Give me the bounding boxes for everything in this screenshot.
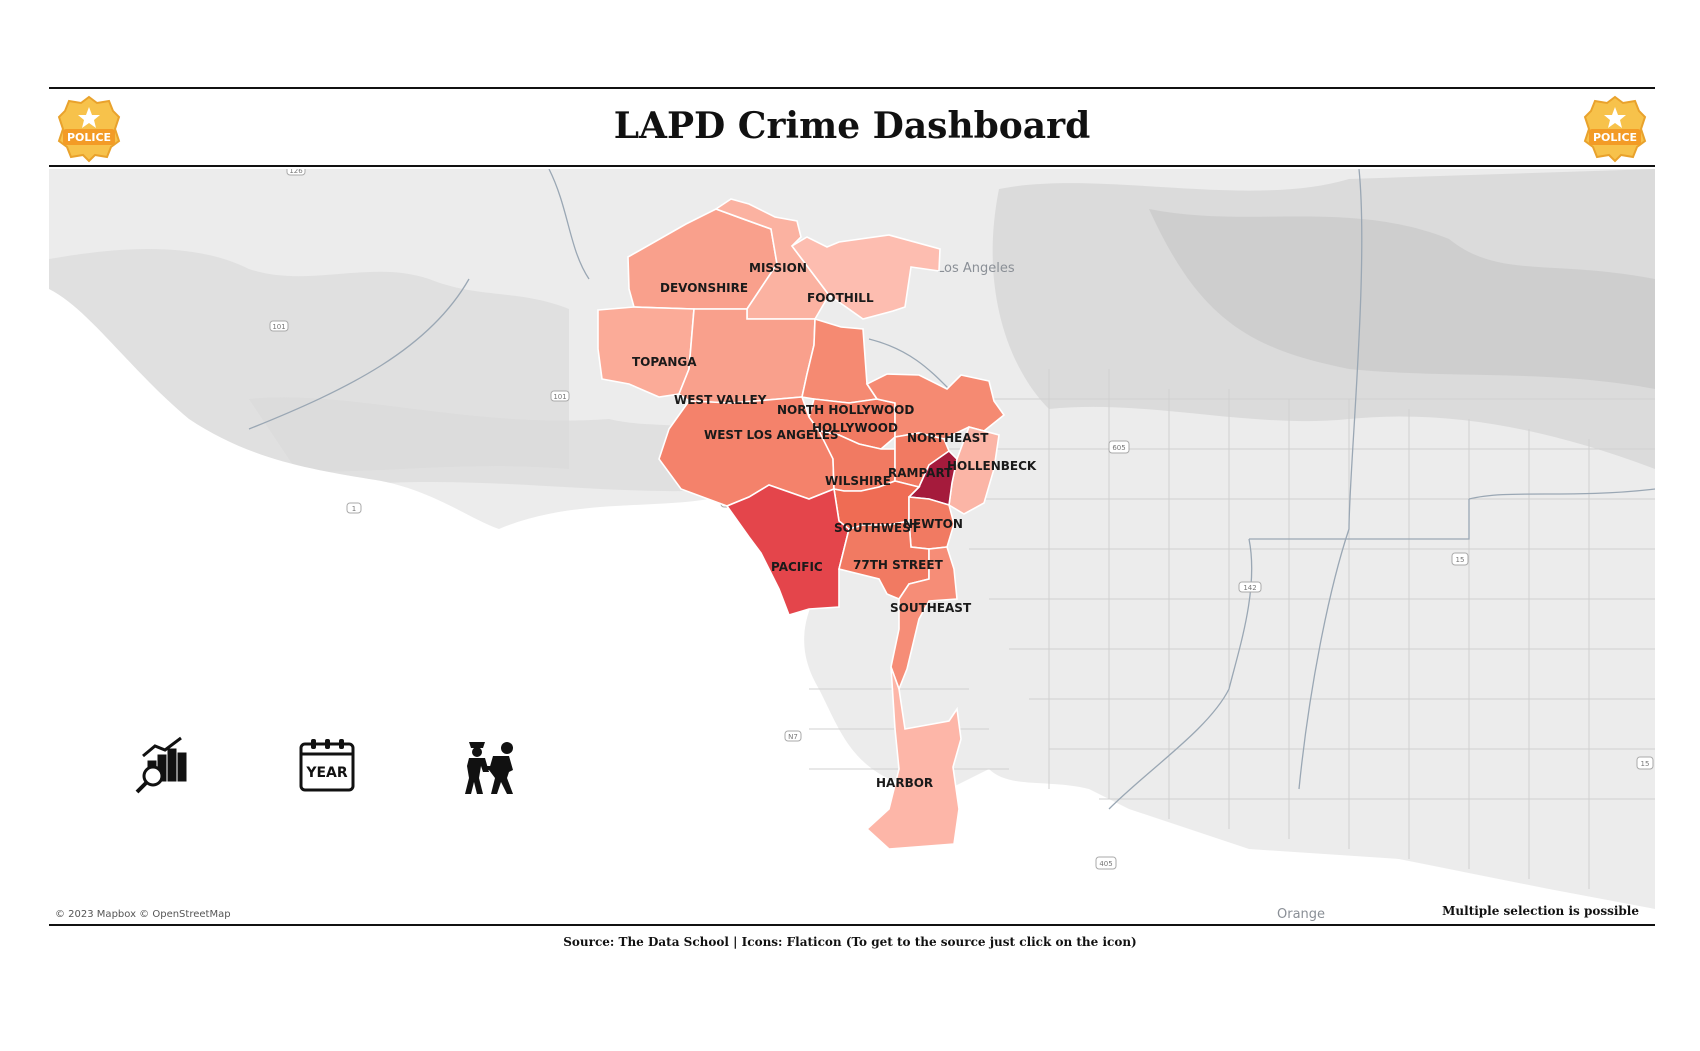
district-label: TOPANGA	[632, 355, 697, 369]
district-label: FOOTHILL	[807, 291, 874, 305]
district-label: NORTHEAST	[907, 431, 989, 445]
highway-shield: 405	[1099, 860, 1112, 868]
analytics-icon[interactable]	[133, 736, 193, 796]
district-label: SOUTHWEST	[834, 521, 920, 535]
district-label: WEST LOS ANGELES	[704, 428, 839, 442]
district-label: NORTH HOLLYWOOD	[777, 403, 914, 417]
badge-text: POLICE	[67, 131, 111, 144]
highway-shield: 605	[1112, 444, 1125, 452]
badge-text: POLICE	[1593, 131, 1637, 144]
highway-shield: 142	[1243, 584, 1256, 592]
district-southeast[interactable]	[890, 546, 958, 692]
district-label: 77TH STREET	[853, 558, 944, 572]
police-arrest-icon[interactable]	[459, 736, 519, 796]
county-boundaries	[248, 169, 1655, 810]
district-label: RAMPART	[888, 466, 953, 480]
highway-shield: 101	[272, 323, 285, 331]
page-title: LAPD Crime Dashboard	[613, 105, 1091, 147]
district-label: WEST VALLEY	[674, 393, 767, 407]
dashboard-header: POLICE LAPD Crime Dashboard POLICE	[49, 87, 1655, 167]
highway-shield: 15	[1456, 556, 1465, 564]
district-harbor[interactable]	[865, 666, 962, 850]
terrain-santa-monica	[249, 397, 729, 492]
district-label: HOLLYWOOD	[812, 421, 898, 435]
district-label: PACIFIC	[771, 560, 823, 574]
map-canvas[interactable]: Los Angeles Orange 126 101 101 1 10 605 …	[49, 169, 1655, 926]
district-west-valley[interactable]	[678, 308, 816, 404]
district-label: HOLLENBECK	[947, 459, 1037, 473]
district-foothill[interactable]	[790, 234, 941, 320]
highway-shield: 101	[553, 393, 566, 401]
highway-shield: 126	[289, 169, 303, 175]
highway-shield: 1	[352, 505, 356, 513]
highway-shield: 15	[1641, 760, 1650, 768]
place-label: Los Angeles	[937, 261, 1015, 276]
year-icon-text: YEAR	[305, 765, 348, 781]
source-footer[interactable]: Source: The Data School | Icons: Flatico…	[563, 935, 1137, 949]
district-topanga[interactable]	[597, 306, 695, 398]
district-label: SOUTHEAST	[890, 601, 972, 615]
district-label: DEVONSHIRE	[660, 281, 748, 295]
crime-map[interactable]: Los Angeles Orange 126 101 101 1 10 605 …	[49, 169, 1655, 926]
district-labels: DEVONSHIRE MISSION FOOTHILL TOPANGA WEST…	[632, 261, 1037, 790]
multi-selection-note: Multiple selection is possible	[1442, 904, 1639, 918]
map-attribution[interactable]: © 2023 Mapbox © OpenStreetMap	[55, 909, 231, 920]
police-badge-icon: POLICE	[1583, 95, 1647, 163]
district-label: NEWTON	[903, 517, 963, 531]
ocean	[49, 289, 1655, 924]
district-label: HARBOR	[876, 776, 933, 790]
police-badge-icon: POLICE	[57, 95, 121, 163]
district-label: MISSION	[749, 261, 807, 275]
district-layer[interactable]	[597, 198, 1006, 850]
place-label: Orange	[1277, 907, 1325, 922]
highway-shields: 126 101 101 1 10 605 15 142 405 N7 15	[269, 169, 1654, 870]
terrain-peaks	[1149, 209, 1655, 389]
year-calendar-icon[interactable]: YEAR	[297, 736, 357, 796]
district-label: WILSHIRE	[825, 474, 891, 488]
highway-shield: N7	[788, 733, 798, 741]
